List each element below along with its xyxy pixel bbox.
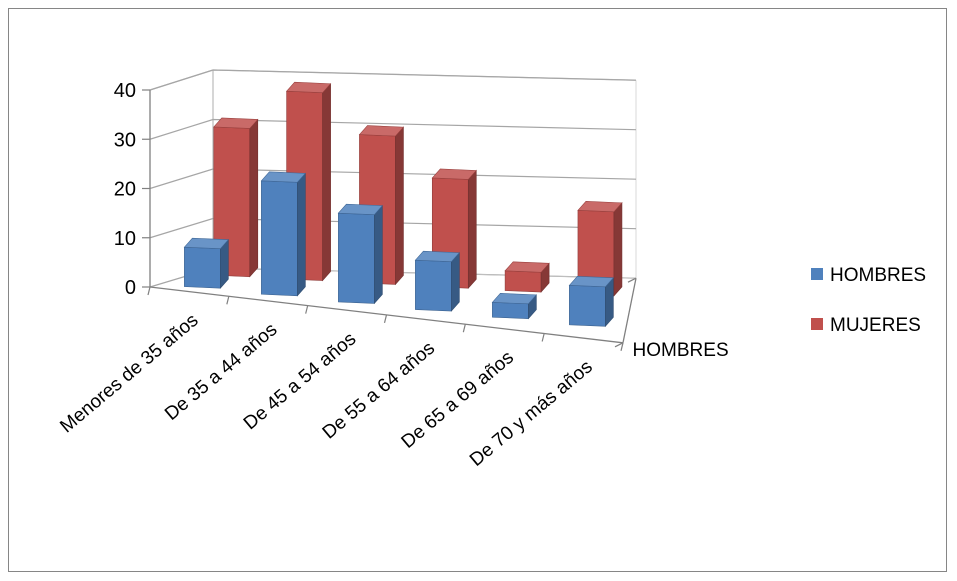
bar-side-face (395, 126, 404, 286)
bar-mujeres-5 (577, 201, 623, 297)
legend-swatch-mujeres (811, 318, 823, 330)
legend-label-mujeres: MUJERES (830, 315, 921, 336)
bar-top-face (577, 201, 623, 213)
x-tick (620, 342, 624, 351)
bar-top-face (431, 168, 477, 180)
grid-line (149, 69, 637, 91)
bar-hombres-4 (491, 293, 538, 320)
bar-front-face (492, 302, 529, 319)
bar-top-face (358, 125, 405, 137)
bar-top-face (260, 171, 307, 183)
bar-side-face (249, 118, 259, 278)
x-tick (226, 296, 230, 305)
y-tick-label: 0 (125, 277, 136, 299)
grid-lines (149, 69, 637, 288)
bar-hombres-2 (337, 203, 384, 305)
grid-line (149, 217, 637, 239)
bar-top-face (568, 276, 615, 288)
legend: HOMBRES MUJERES (811, 265, 926, 336)
depth-tick (627, 277, 637, 283)
bar-top-face (213, 117, 259, 129)
grid-line (149, 168, 637, 190)
depth-axis-label: HOMBRES (633, 340, 729, 361)
bar-front-face (415, 259, 452, 312)
grid-line (149, 118, 637, 140)
depth-axis-line (622, 278, 637, 343)
bars (183, 81, 623, 328)
bar-top-face (414, 250, 461, 263)
bar-top-face (337, 203, 384, 215)
bar-top-face (183, 237, 230, 249)
bar-side-face (451, 251, 460, 312)
x-tick (462, 324, 466, 333)
legend-swatch-hombres (811, 268, 823, 280)
x-tick (541, 333, 545, 342)
bar-mujeres-4 (504, 261, 550, 293)
bar-hombres-3 (414, 250, 461, 312)
x-tick (383, 314, 388, 324)
legend-label-hombres: HOMBRES (830, 265, 926, 286)
bar-front-face (261, 180, 298, 297)
bar-hombres-0 (183, 237, 230, 289)
bar-hombres-1 (260, 171, 307, 297)
bar-top-face (285, 81, 332, 94)
depth-tick (614, 342, 624, 348)
y-tick-label: 10 (114, 228, 136, 250)
x-tick (147, 286, 151, 296)
bar-front-face (184, 246, 221, 289)
bar-side-face (467, 169, 477, 290)
bar-front-face (338, 212, 375, 304)
bar-side-face (374, 204, 383, 305)
y-tick-label: 30 (114, 129, 136, 151)
bar-front-face (569, 285, 606, 327)
bar-hombres-5 (568, 276, 615, 328)
bar-top-face (504, 261, 550, 273)
x-tick (305, 305, 309, 314)
bar-side-face (613, 202, 623, 297)
bar-front-face (504, 270, 542, 293)
y-tick-label: 40 (114, 80, 136, 102)
y-tick-label: 20 (114, 179, 136, 201)
bar-side-face (297, 172, 306, 297)
chart-frame (8, 8, 947, 572)
bar-side-face (322, 82, 331, 282)
wall-top-edge (149, 69, 637, 91)
bar-top-face (491, 293, 538, 305)
